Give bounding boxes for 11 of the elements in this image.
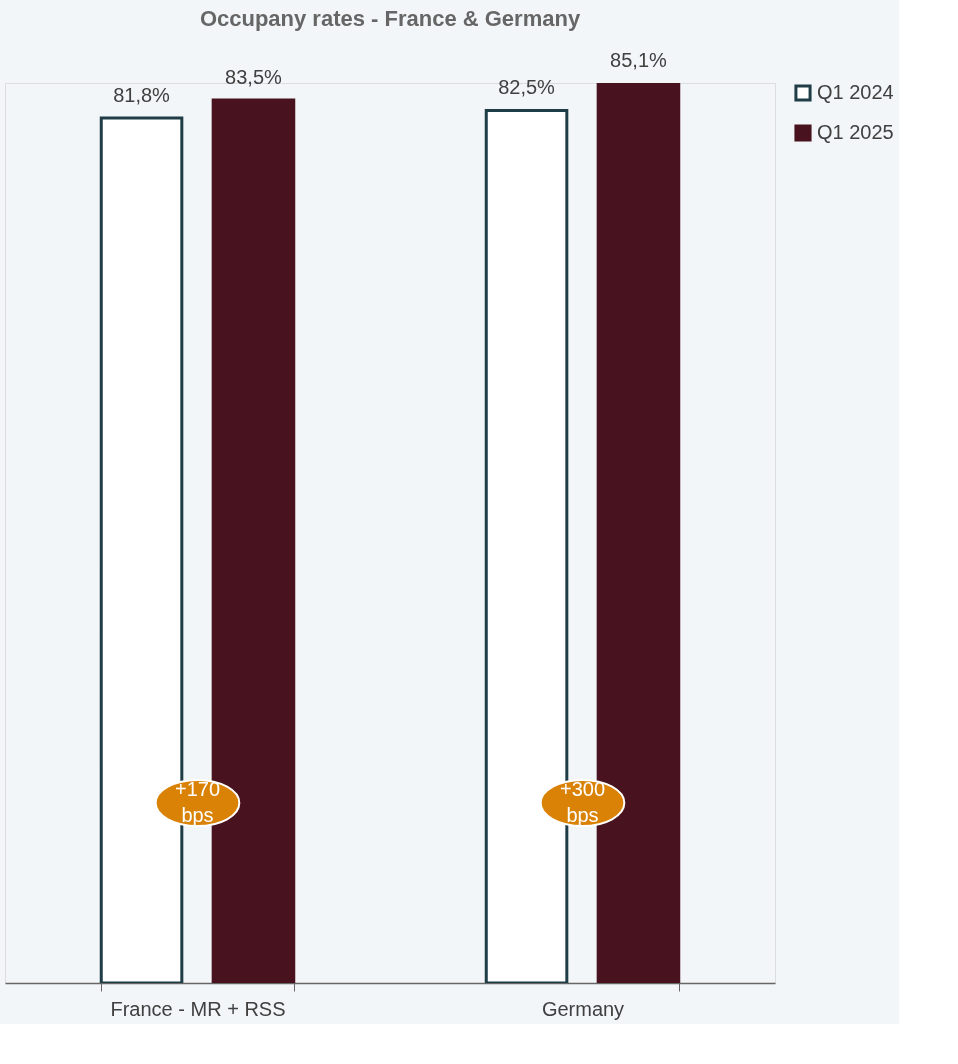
data-label: 82,5% — [498, 76, 556, 99]
annotation: +300 bps — [559, 778, 606, 826]
data-label: 81,8% — [113, 83, 171, 106]
data-label: 85,1% — [610, 49, 668, 71]
data-label: 83,5% — [225, 65, 283, 88]
legend-label: Q1 2025 — [817, 121, 894, 143]
x-tick-label: Germany — [541, 997, 625, 1020]
annotation: +170 bps — [174, 778, 221, 826]
x-tick-label: France - MR + RSS — [110, 997, 286, 1020]
legend-label: Q1 2024 — [817, 81, 894, 103]
chart-title: Occupany rates - France & Germany — [199, 6, 581, 31]
